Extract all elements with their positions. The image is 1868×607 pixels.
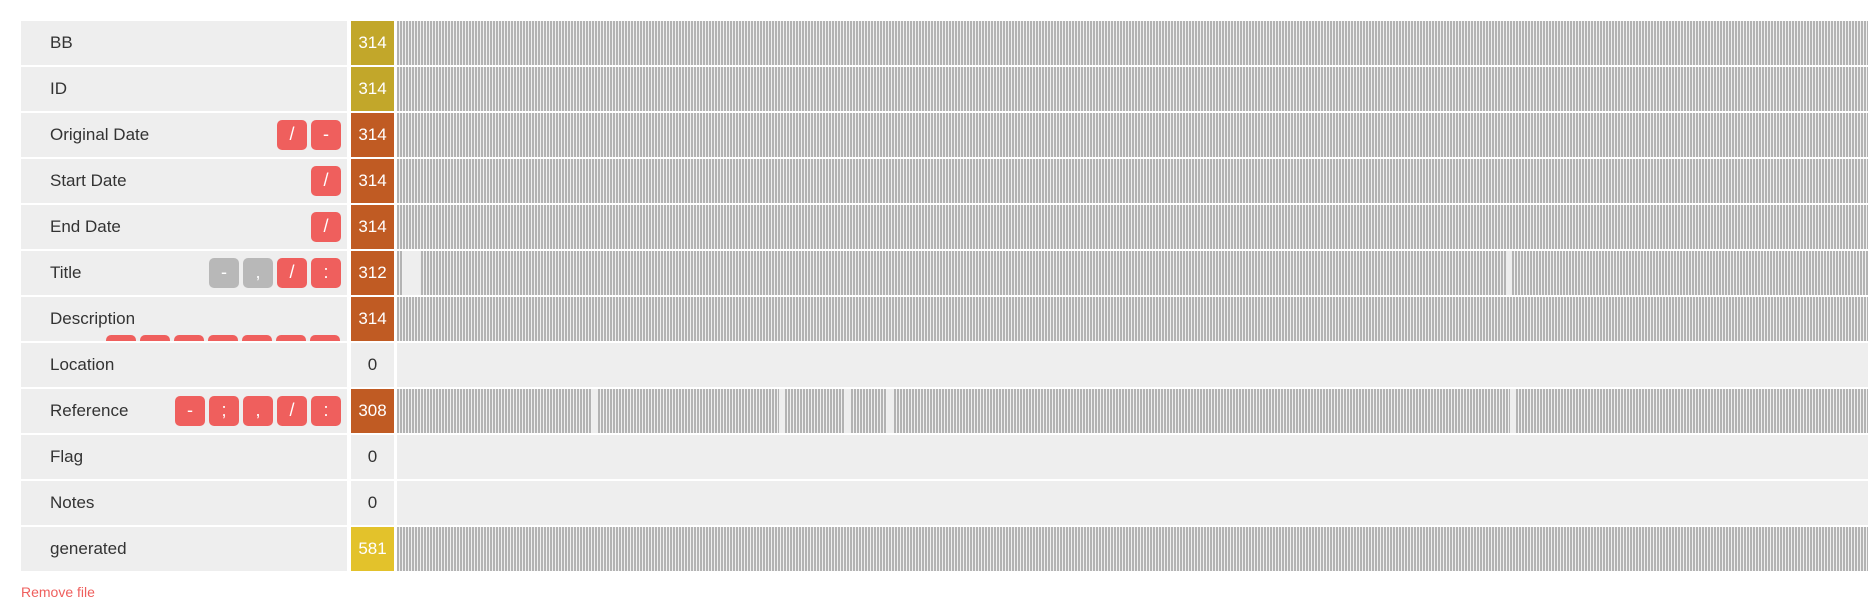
value-count: 314 (351, 205, 394, 249)
separator-chips-overflow (106, 335, 340, 341)
separator-chip[interactable]: / (277, 396, 307, 426)
separator-chip[interactable] (242, 335, 272, 341)
remove-file-link[interactable]: Remove file (21, 584, 95, 600)
separator-chips: / - (277, 120, 341, 150)
value-stripe-segment (1516, 389, 1868, 433)
value-distribution-bar (397, 297, 1868, 341)
separator-chip[interactable]: : (311, 258, 341, 288)
value-count: 314 (351, 297, 394, 341)
column-name: End Date (50, 217, 121, 236)
value-count: 0 (351, 343, 394, 387)
value-stripe-segment (397, 113, 1868, 157)
separator-chip[interactable]: ; (209, 396, 239, 426)
separator-chip[interactable] (106, 335, 136, 341)
separator-chip[interactable]: - (209, 258, 239, 288)
value-stripe-segment (598, 389, 779, 433)
column-name: Reference (50, 401, 129, 420)
value-distribution-bar (397, 159, 1868, 203)
separator-chip[interactable]: / (277, 258, 307, 288)
column-name: Notes (50, 493, 95, 512)
value-count: 0 (351, 435, 394, 479)
value-count: 581 (351, 527, 394, 571)
separator-chip[interactable] (310, 335, 340, 341)
value-distribution-bar (397, 205, 1868, 249)
value-stripe-segment (397, 527, 1868, 571)
column-name: Description (50, 309, 136, 328)
value-count: 314 (351, 113, 394, 157)
column-name: BB (50, 33, 73, 52)
value-count: 0 (351, 481, 394, 525)
value-distribution-bar (397, 343, 1868, 387)
separator-chip[interactable] (140, 335, 170, 341)
separator-chips: / (311, 212, 341, 242)
value-count: 308 (351, 389, 394, 433)
value-distribution-bar (397, 481, 1868, 525)
value-distribution-bar (397, 67, 1868, 111)
value-count: 314 (351, 67, 394, 111)
separator-chips: / (311, 166, 341, 196)
column-name-cell: Title -, /: (21, 251, 347, 295)
value-stripe-segment (785, 389, 845, 433)
value-stripe-segment (397, 205, 1868, 249)
value-distribution-bar (397, 527, 1868, 571)
column-name-cell: Reference -;, /: (21, 389, 347, 433)
column-name: Location (50, 355, 115, 374)
value-distribution-bar (397, 389, 1868, 433)
value-count: 312 (351, 251, 394, 295)
column-name: Flag (50, 447, 84, 466)
column-name-cell: End Date / (21, 205, 347, 249)
value-distribution-bar (397, 21, 1868, 65)
column-name: ID (50, 79, 67, 98)
column-name-cell: Flag (21, 435, 347, 479)
separator-chip[interactable]: / (311, 166, 341, 196)
value-stripe-segment (397, 297, 1868, 341)
separator-chips: -, /: (209, 258, 341, 288)
value-distribution-bar (397, 435, 1868, 479)
separator-chip[interactable]: - (175, 396, 205, 426)
separator-chip[interactable] (276, 335, 306, 341)
value-stripe-segment (397, 389, 592, 433)
separator-chip[interactable]: , (243, 396, 273, 426)
separator-chip[interactable]: / (311, 212, 341, 242)
value-stripe-segment (397, 251, 403, 295)
separator-chips: -;, /: (175, 396, 341, 426)
value-count: 314 (351, 21, 394, 65)
column-name-cell: ID (21, 67, 347, 111)
value-stripe-segment (421, 251, 1506, 295)
value-stripe-segment (397, 67, 1868, 111)
value-distribution-bar (397, 251, 1868, 295)
column-name: Title (50, 263, 82, 282)
value-stripe-segment (851, 389, 887, 433)
separator-chip[interactable] (208, 335, 238, 341)
value-stripe-segment (397, 21, 1868, 65)
column-name: generated (50, 539, 127, 558)
value-stripe-segment (894, 389, 1510, 433)
column-name-cell: Start Date / (21, 159, 347, 203)
column-name-cell: Location (21, 343, 347, 387)
separator-chip[interactable]: / (277, 120, 307, 150)
column-name-cell: Description (21, 297, 347, 341)
value-distribution-bar (397, 113, 1868, 157)
column-name: Start Date (50, 171, 127, 190)
column-name: Original Date (50, 125, 150, 144)
value-stripe-segment (397, 159, 1868, 203)
column-name-cell: Original Date / - (21, 113, 347, 157)
value-stripe-segment (1512, 251, 1868, 295)
separator-chip[interactable]: : (311, 396, 341, 426)
separator-chip[interactable]: - (311, 120, 341, 150)
column-name-cell: generated (21, 527, 347, 571)
column-name-cell: BB (21, 21, 347, 65)
separator-chip[interactable]: , (243, 258, 273, 288)
value-count: 314 (351, 159, 394, 203)
column-name-cell: Notes (21, 481, 347, 525)
separator-chip[interactable] (174, 335, 204, 341)
